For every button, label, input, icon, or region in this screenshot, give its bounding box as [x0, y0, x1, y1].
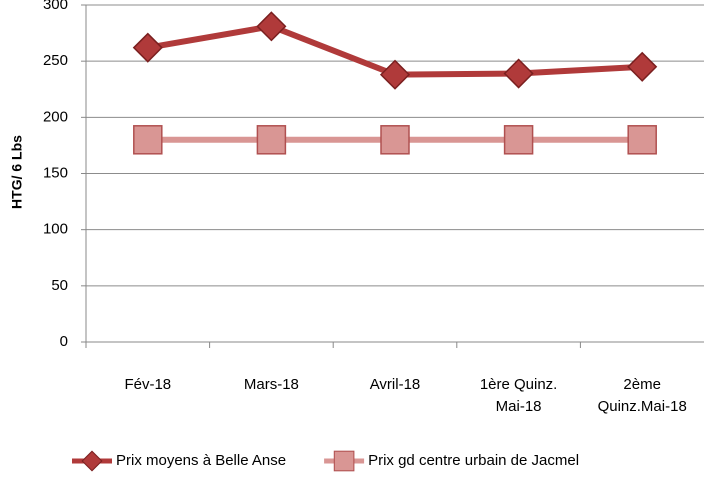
legend-marker: [333, 450, 355, 472]
x-tick-label: Mars-18: [243, 376, 299, 393]
point: [379, 59, 411, 90]
point: [503, 125, 534, 155]
point: [627, 125, 657, 155]
point: [503, 58, 534, 89]
x-tick-label: Avril-18: [369, 376, 421, 393]
point: [627, 51, 658, 82]
legend-label: Prix moyens à Belle Anse: [116, 452, 286, 469]
y-tick-label: 250: [43, 52, 68, 69]
x-tick-label: Fév-18: [124, 376, 172, 393]
y-tick-label: 150: [43, 164, 68, 181]
point: [256, 125, 287, 155]
y-tick-label: 300: [43, 0, 68, 13]
point: [380, 125, 410, 155]
y-tick-label: 100: [43, 221, 68, 238]
legend-marker: [81, 450, 103, 472]
y-tick-label: 200: [43, 108, 68, 125]
y-tick-label: 0: [60, 333, 68, 350]
y-axis-label: HTG/ 6 Lbs: [9, 135, 25, 209]
x-tick-label: 1ère Quinz. Mai-18: [479, 376, 558, 415]
point: [256, 11, 287, 42]
legend-label: Prix gd centre urbain de Jacmel: [368, 452, 579, 469]
y-tick-label: 50: [51, 277, 68, 294]
point: [133, 125, 163, 155]
point: [132, 32, 163, 63]
x-tick-label: 2ème Quinz.Mai-18: [597, 376, 687, 415]
